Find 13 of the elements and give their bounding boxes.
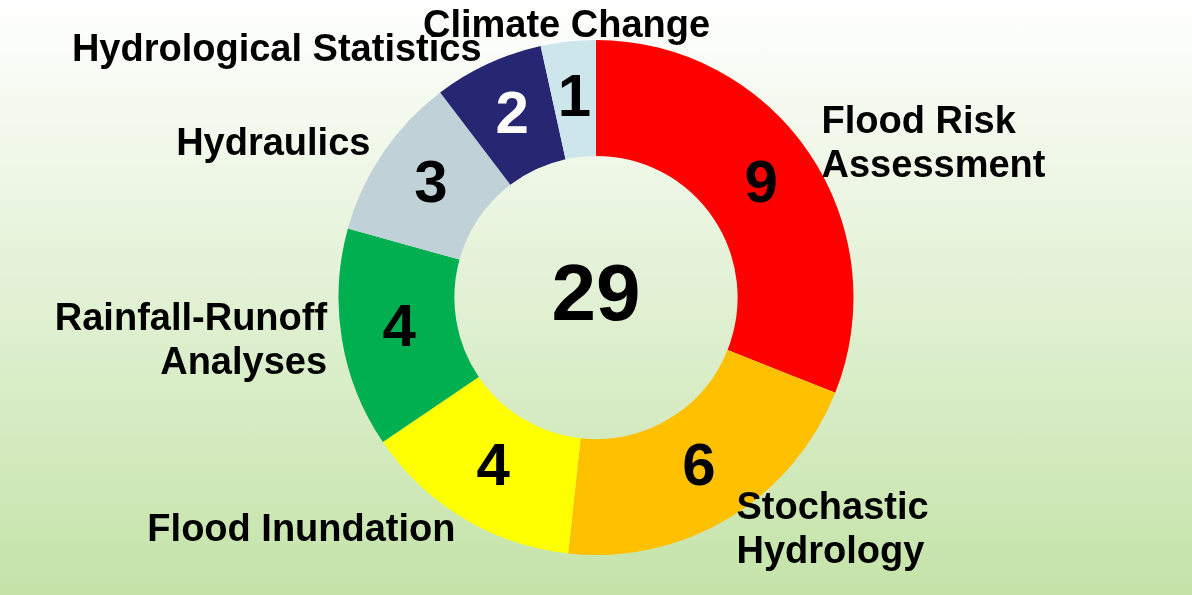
data-label: 4 xyxy=(382,292,417,360)
data-label: 9 xyxy=(744,148,778,216)
slice-label: Flood Risk Assessment xyxy=(821,99,1046,186)
data-label: 2 xyxy=(495,78,529,146)
data-label: 4 xyxy=(476,431,511,499)
data-label: 1 xyxy=(557,61,592,129)
slice-label: Rainfall-Runoff Analyses xyxy=(54,296,328,383)
text: 29 xyxy=(551,247,641,337)
data-label: 6 xyxy=(682,431,716,499)
data-label: 3 xyxy=(414,148,448,216)
slice-label: Stochastic Hydrology xyxy=(736,485,929,572)
slice-label: Flood Inundation xyxy=(147,507,456,550)
slice-label: Hydraulics xyxy=(176,121,371,164)
